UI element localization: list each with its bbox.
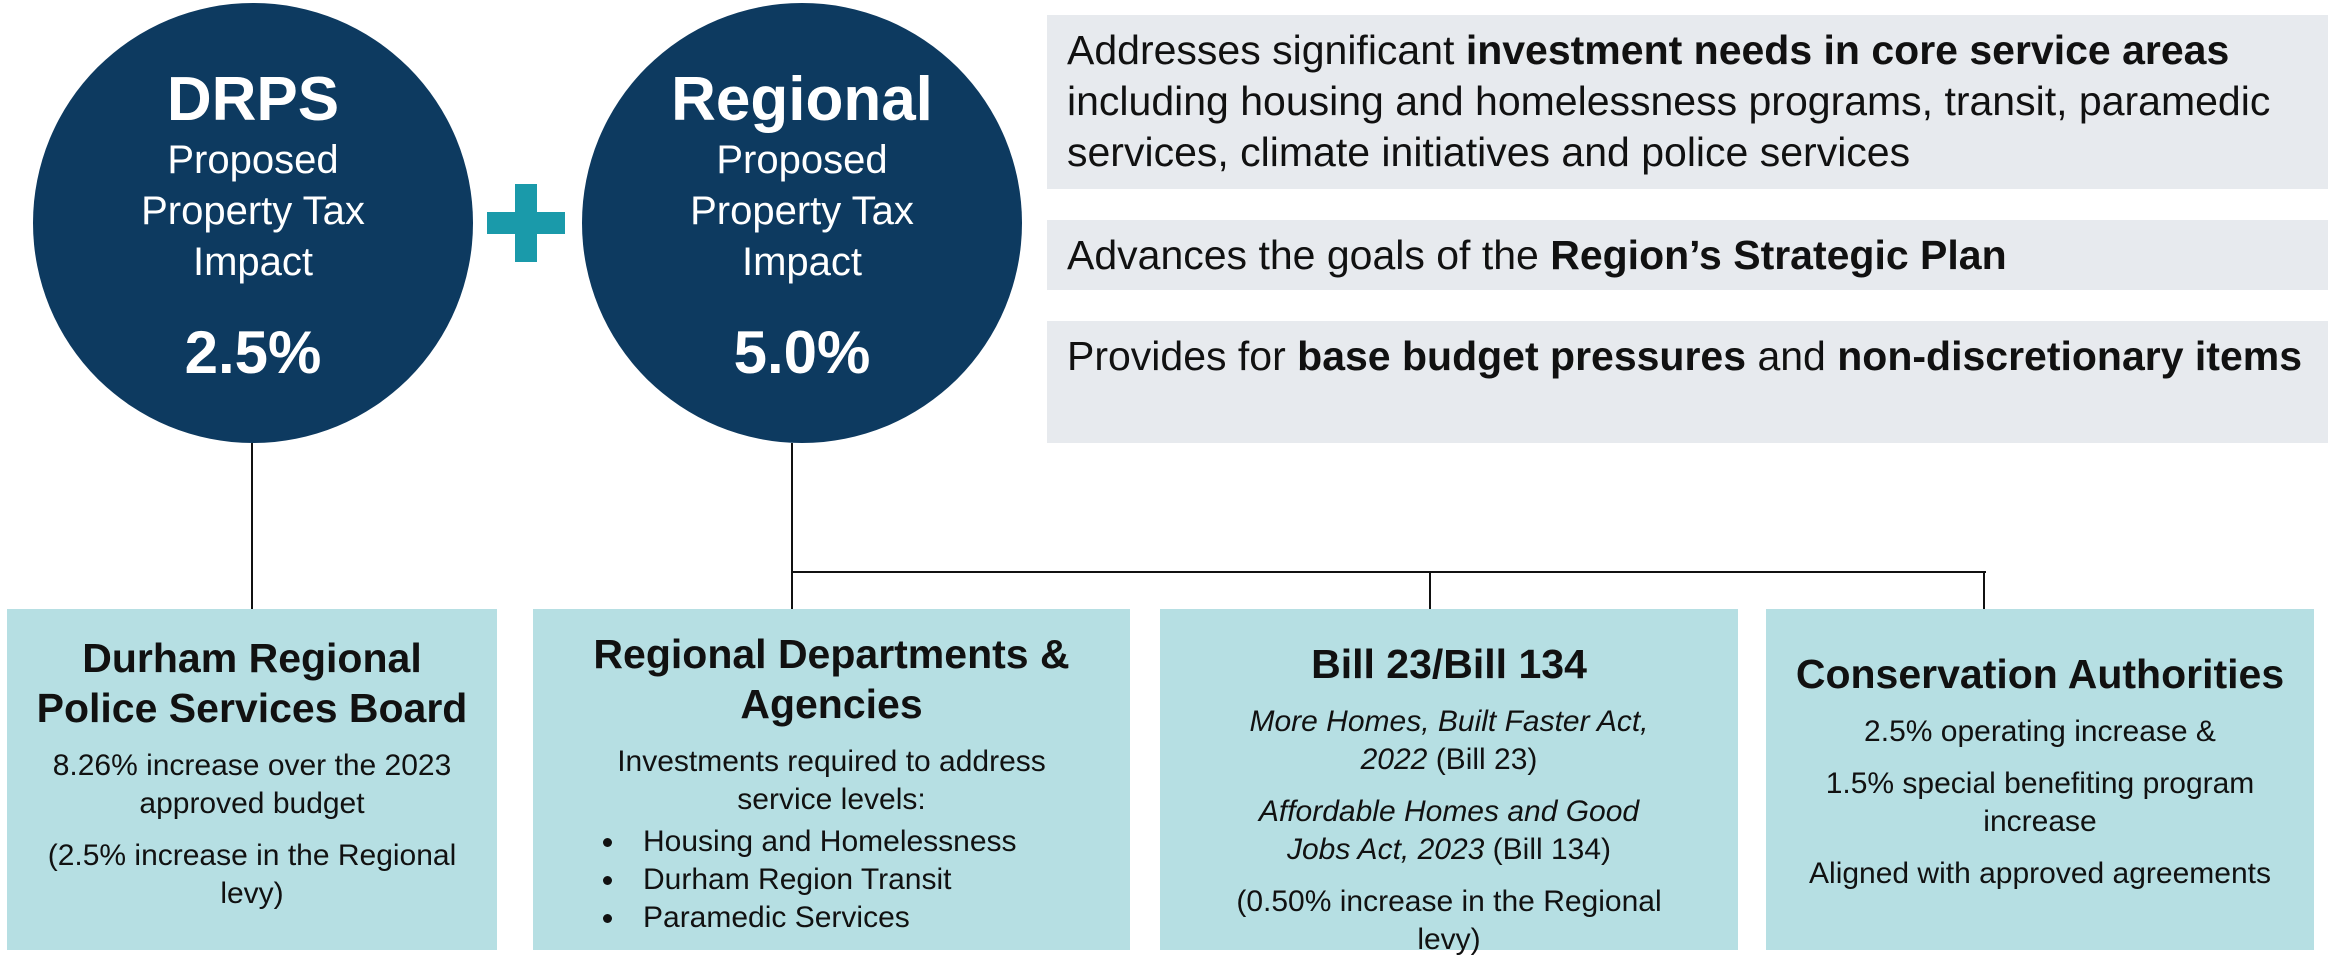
category-box: Regional Departments & Agencies Investmen… — [533, 609, 1130, 950]
text-segment: Addresses significant — [1067, 27, 1466, 73]
box-title: Regional Departments & Agencies — [593, 631, 1070, 727]
box-line: 8.26% increase over the 2023 approved bu… — [21, 747, 483, 823]
text-segment: 2.5% operating increase & — [1864, 715, 2216, 748]
box-title: Conservation Authorities — [1795, 651, 2285, 697]
box-line: (2.5% increase in the Regional levy) — [21, 837, 483, 913]
bullet-item: Housing and Homelessness — [627, 823, 1116, 861]
text-segment: 8.26% increase over the 2023 approved bu… — [52, 749, 452, 820]
circle-subtitle: Proposed Property Tax Impact — [141, 138, 365, 284]
text-segment: Advances the goals of the — [1067, 232, 1551, 278]
category-box: Conservation Authorities 2.5% operating i… — [1766, 609, 2314, 950]
text-segment: (Bill 23) — [1427, 743, 1538, 776]
tax-circle: DRPS Proposed Property Tax Impact 2.5% — [33, 3, 473, 443]
text-segment: investment needs in core service areas — [1465, 27, 2230, 73]
connector — [791, 571, 1986, 573]
connector — [1983, 571, 1985, 609]
text-segment: More Homes, Built Faster Act, 2022 — [1249, 705, 1649, 776]
box-line: (0.50% increase in the Regional levy) — [1174, 883, 1724, 959]
text-segment: Region’s Strategic Plan — [1550, 232, 2007, 278]
category-box: Bill 23/Bill 134 More Homes, Built Faster… — [1160, 609, 1738, 956]
connector — [791, 443, 793, 609]
circle-title: DRPS — [166, 65, 340, 134]
text-segment: non-discretionary items — [1837, 333, 2303, 379]
tax-circle: Regional Proposed Property Tax Impact 5.0% — [582, 3, 1022, 443]
highlight-banner: Addresses significant investment needs i… — [1047, 15, 2328, 189]
box-line: 2.5% operating increase & — [1780, 713, 2300, 751]
box-line: 1.5% special benefiting program increase — [1780, 765, 2300, 841]
circle-value: 5.0% — [733, 319, 871, 386]
box-line: More Homes, Built Faster Act, 2022 (Bill… — [1174, 703, 1724, 779]
text-segment: Aligned with approved agreements — [1809, 857, 2271, 890]
box-line: Affordable Homes and Good Jobs Act, 2023… — [1174, 793, 1724, 869]
box-title: Durham Regional Police Services Board — [36, 635, 468, 731]
connector — [1429, 571, 1431, 609]
text-segment: base budget pressures — [1297, 333, 1747, 379]
box-line: Aligned with approved agreements — [1780, 855, 2300, 893]
text-segment: Provides for — [1067, 333, 1298, 379]
highlight-banner: Provides for base budget pressures and n… — [1047, 321, 2328, 443]
category-box: Durham Regional Police Services Board 8.2… — [7, 609, 497, 950]
connector — [251, 443, 253, 609]
text-segment: 1.5% special benefiting program increase — [1825, 767, 2255, 838]
highlight-banner: Advances the goals of the Region’s Strat… — [1047, 220, 2328, 290]
plus-icon — [515, 184, 537, 262]
circle-title: Regional — [671, 65, 933, 134]
text-segment: Affordable Homes and Good Jobs Act, 2023 — [1258, 795, 1640, 866]
bullet-list: Housing and HomelessnessDurham Region Tr… — [547, 823, 1116, 937]
text-segment: (0.50% increase in the Regional levy) — [1236, 885, 1662, 956]
bullet-item: Paramedic Services — [627, 899, 1116, 937]
box-line: Investments required to address service … — [547, 743, 1116, 819]
text-segment: (2.5% increase in the Regional levy) — [47, 839, 457, 910]
box-title: Bill 23/Bill 134 — [1311, 641, 1587, 687]
text-segment: (Bill 134) — [1484, 833, 1612, 866]
text-segment: and — [1746, 333, 1838, 379]
text-segment: Investments required to address service … — [617, 745, 1046, 816]
circle-value: 2.5% — [184, 319, 322, 386]
circle-subtitle: Proposed Property Tax Impact — [690, 138, 914, 284]
bullet-item: Durham Region Transit — [627, 861, 1116, 899]
text-segment: including housing and homelessness progr… — [1067, 78, 2271, 175]
